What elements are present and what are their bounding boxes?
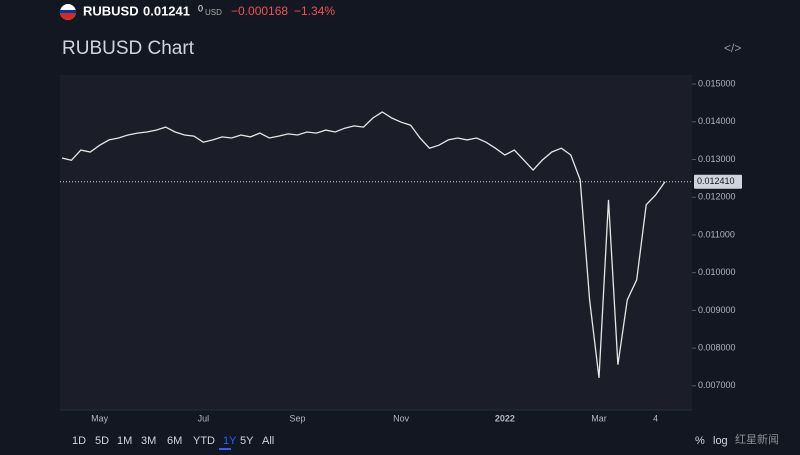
last-price-label: 0.012410 [697,176,735,186]
x-tick-label: May [91,413,109,423]
y-tick-label: 0.014000 [698,116,736,126]
price: 0.01241 [143,3,190,18]
watermark: 红星新闻 [735,432,779,446]
currency: USD [205,8,222,17]
x-tick-label: Sep [290,413,306,423]
y-tick-label: 0.008000 [698,343,736,353]
change: −0.000168 [231,4,288,18]
x-tick-label: Jul [198,413,210,423]
x-tick-label: 4 [653,413,658,423]
x-tick-label: 2022 [495,413,515,423]
price-line [61,111,666,378]
chart-title: RUBUSD Chart [62,38,195,59]
range-button[interactable]: 1Y [223,435,237,447]
toolbar: 1D 5D 1M 3M 6M YTD 1Y 5Y All% log [72,435,728,450]
flag-icon [60,4,76,20]
range-button[interactable]: 5Y [240,435,254,447]
y-tick-label: 0.007000 [698,380,736,390]
y-tick-label: 0.013000 [698,154,736,164]
y-tick-label: 0.009000 [698,305,736,315]
last-price-box [694,174,742,189]
range-button[interactable]: 5D [95,435,109,447]
range-button[interactable]: All [262,435,274,447]
percent-button[interactable]: % [695,435,705,447]
price-small: 0 [198,3,203,13]
x-tick-label: Nov [393,413,410,423]
y-tick-label: 0.012000 [698,192,736,202]
range-button[interactable]: 3M [141,435,156,447]
embed-icon[interactable]: </> [724,41,741,55]
y-tick-label: 0.015000 [698,78,736,88]
range-button[interactable]: YTD [193,435,215,447]
y-tick-label: 0.011000 [698,229,735,239]
x-tick-label: Mar [591,413,607,423]
range-button[interactable]: 1M [117,435,132,447]
plot-area [60,75,692,410]
symbol: RUBUSD [83,3,139,18]
change-pct: −1.34% [294,4,335,18]
range-button[interactable]: 6M [167,435,182,447]
range-button[interactable]: 1D [72,435,86,447]
y-tick-label: 0.010000 [698,267,736,277]
log-button[interactable]: log [713,435,728,447]
